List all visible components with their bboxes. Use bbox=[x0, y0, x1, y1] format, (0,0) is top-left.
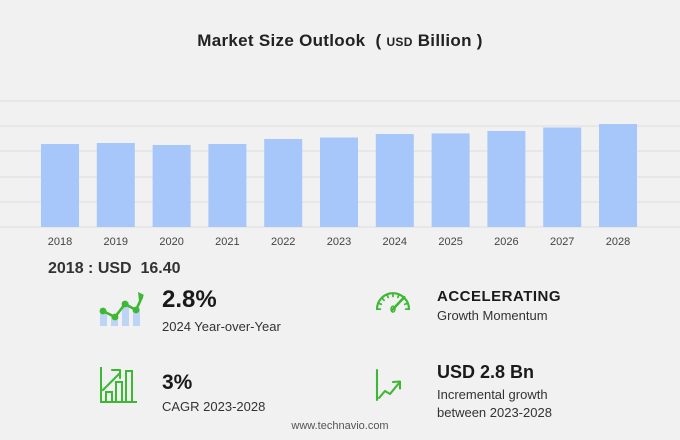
svg-text:2022: 2022 bbox=[271, 236, 295, 248]
svg-text:2023: 2023 bbox=[327, 236, 351, 248]
svg-text:2027: 2027 bbox=[550, 236, 574, 248]
svg-text:2024: 2024 bbox=[383, 236, 407, 248]
svg-text:2020: 2020 bbox=[159, 236, 183, 248]
svg-text:2028: 2028 bbox=[606, 236, 630, 248]
svg-text:2026: 2026 bbox=[494, 236, 518, 248]
svg-text:2019: 2019 bbox=[104, 236, 128, 248]
svg-text:2021: 2021 bbox=[215, 236, 239, 248]
svg-text:2025: 2025 bbox=[438, 236, 462, 248]
svg-text:2018: 2018 bbox=[48, 236, 72, 248]
